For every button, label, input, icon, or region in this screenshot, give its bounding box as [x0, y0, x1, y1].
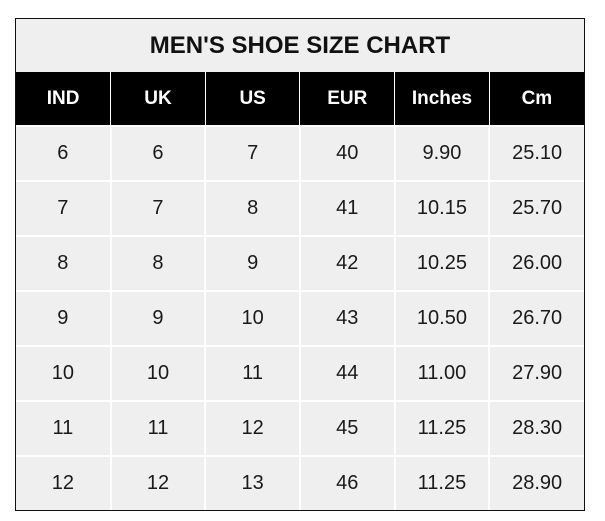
cell-cm: 28.90 — [488, 455, 584, 510]
cell-inches: 10.25 — [393, 235, 490, 291]
cell-eur: 40 — [298, 125, 395, 181]
cell-us: 12 — [204, 400, 300, 456]
cell-eur: 42 — [298, 235, 395, 291]
column-header-ind: IND — [16, 72, 111, 126]
cell-us: 11 — [204, 345, 300, 401]
cell-inches: 9.90 — [393, 125, 490, 181]
table-body: 6 6 7 40 9.90 25.10 7 7 8 41 10.15 25.70 8 8 9 42 10.25 2… — [16, 125, 584, 510]
cell-uk: 7 — [109, 180, 206, 236]
cell-cm: 25.10 — [488, 125, 584, 181]
table-row: 10 10 11 44 11.00 27.90 — [16, 345, 584, 401]
size-chart-table: MEN'S SHOE SIZE CHART IND UK US EUR Inches Cm… — [15, 18, 585, 511]
cell-cm: 26.00 — [488, 235, 584, 291]
cell-ind: 7 — [16, 180, 111, 236]
column-header-eur: EUR — [299, 72, 395, 126]
column-header-cm: Cm — [488, 72, 584, 126]
cell-eur: 43 — [298, 290, 395, 346]
table-row: 8 8 9 42 10.25 26.00 — [16, 235, 584, 291]
table-row: 9 9 10 43 10.50 26.70 — [16, 290, 584, 346]
cell-ind: 11 — [16, 400, 111, 456]
cell-ind: 8 — [16, 235, 111, 291]
cell-inches: 10.15 — [393, 180, 490, 236]
cell-us: 8 — [204, 180, 300, 236]
cell-uk: 11 — [109, 400, 206, 456]
cell-eur: 46 — [298, 455, 395, 510]
cell-uk: 6 — [109, 125, 206, 181]
cell-us: 7 — [204, 125, 300, 181]
cell-us: 10 — [204, 290, 300, 346]
cell-uk: 9 — [109, 290, 206, 346]
table-row: 7 7 8 41 10.15 25.70 — [16, 180, 584, 236]
table-row: 12 12 13 46 11.25 28.90 — [16, 455, 584, 510]
cell-eur: 45 — [298, 400, 395, 456]
cell-inches: 10.50 — [393, 290, 490, 346]
cell-cm: 26.70 — [488, 290, 584, 346]
cell-ind: 9 — [16, 290, 111, 346]
cell-uk: 8 — [109, 235, 206, 291]
cell-eur: 41 — [298, 180, 395, 236]
column-header-inches: Inches — [394, 72, 490, 126]
table-row: 11 11 12 45 11.25 28.30 — [16, 400, 584, 456]
cell-us: 9 — [204, 235, 300, 291]
cell-inches: 11.25 — [393, 400, 490, 456]
cell-inches: 11.25 — [393, 455, 490, 510]
cell-ind: 6 — [16, 125, 111, 181]
cell-uk: 12 — [109, 455, 206, 510]
table-row: 6 6 7 40 9.90 25.10 — [16, 125, 584, 181]
cell-inches: 11.00 — [393, 345, 490, 401]
cell-ind: 12 — [16, 455, 111, 510]
column-header-uk: UK — [110, 72, 206, 126]
cell-cm: 28.30 — [488, 400, 584, 456]
cell-cm: 27.90 — [488, 345, 584, 401]
cell-ind: 10 — [16, 345, 111, 401]
cell-us: 13 — [204, 455, 300, 510]
cell-eur: 44 — [298, 345, 395, 401]
cell-uk: 10 — [109, 345, 206, 401]
column-header-us: US — [204, 72, 300, 126]
chart-title: MEN'S SHOE SIZE CHART — [16, 19, 584, 72]
cell-cm: 25.70 — [488, 180, 584, 236]
header-row: IND UK US EUR Inches Cm — [16, 72, 584, 126]
